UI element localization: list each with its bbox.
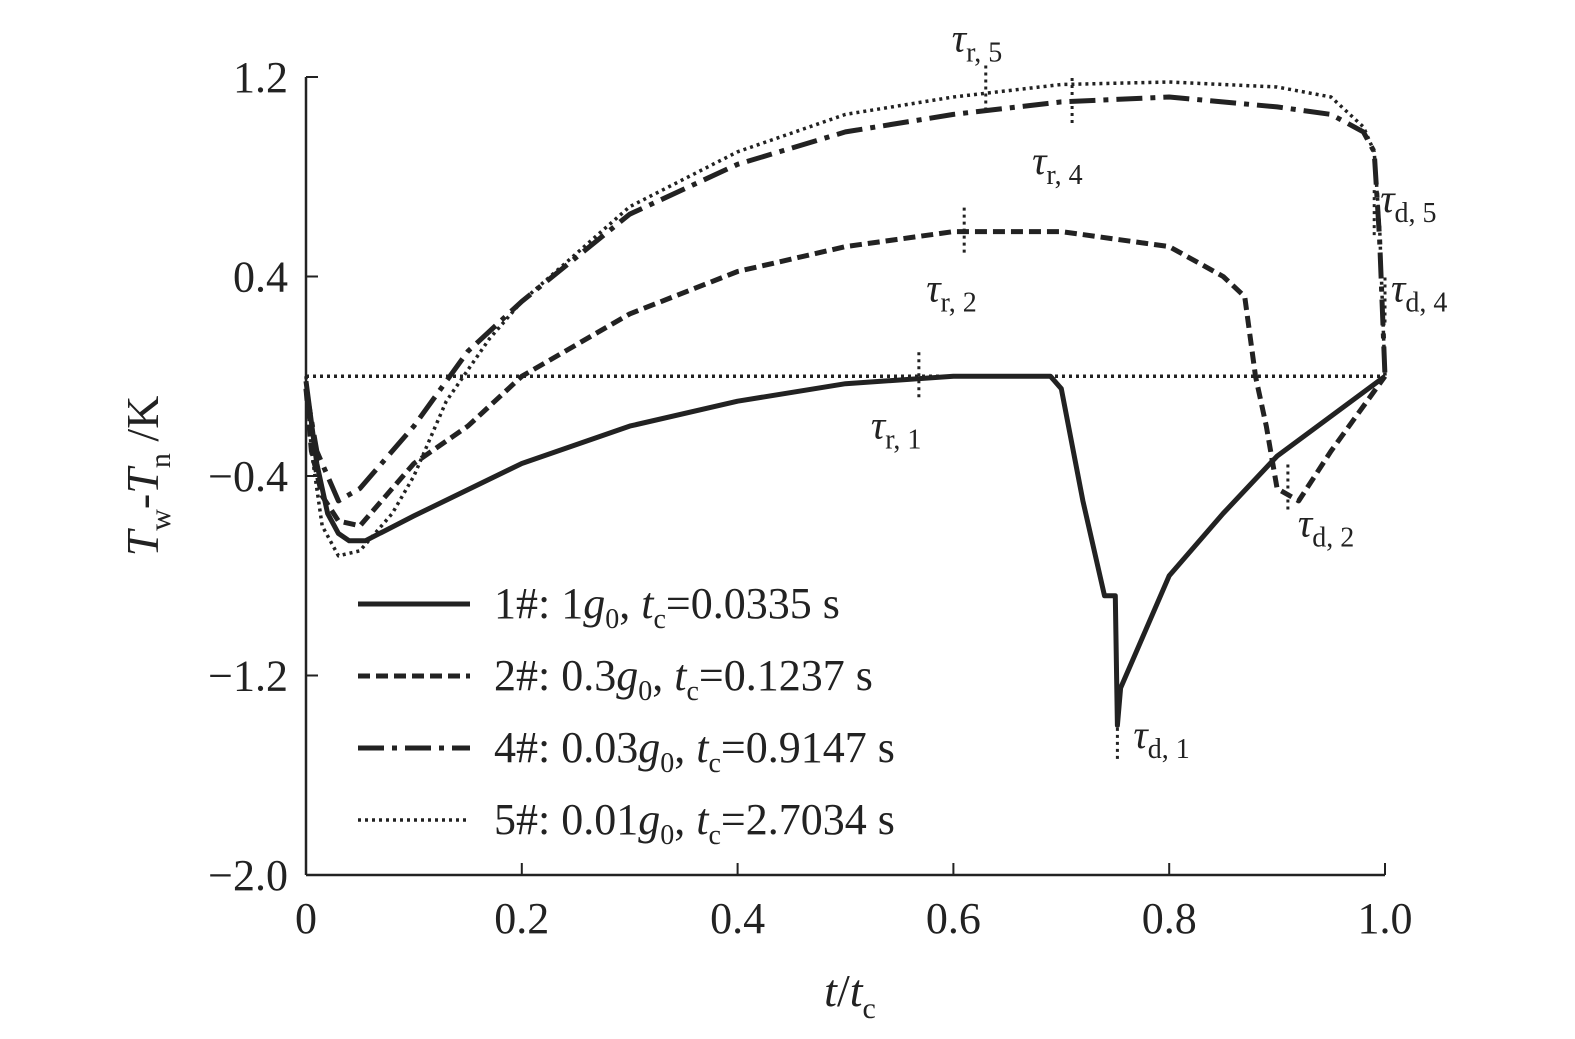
annotation-symbol: τ xyxy=(1032,138,1048,183)
series-line-2 xyxy=(303,229,1388,529)
x-axis-title: t/tc xyxy=(824,965,876,1025)
annotation-subscript: r, 4 xyxy=(1046,160,1082,191)
legend-tval: =2.7034 s xyxy=(721,795,895,844)
annotation-symbol: τ xyxy=(1391,265,1407,310)
legend-entry-2: 2#: 0.3g0, tc=0.1237 s xyxy=(494,651,873,707)
legend-id: 1#: xyxy=(494,579,561,628)
legend-tval: =0.0335 s xyxy=(666,579,840,628)
x-tick-label: 0.8 xyxy=(1142,894,1197,943)
x-tick-label: 1.0 xyxy=(1358,894,1413,943)
annotation-label: τd, 2 xyxy=(1298,500,1354,553)
legend-tval: =0.9147 s xyxy=(721,723,895,772)
series-line-4 xyxy=(304,80,1387,558)
annotation-symbol: τ xyxy=(926,266,942,311)
legend-coef: 0.3 xyxy=(561,651,616,700)
y-tick-label: −0.4 xyxy=(208,452,288,501)
annotation-label: τr, 5 xyxy=(952,15,1003,68)
annotation-subscript: d, 4 xyxy=(1405,287,1447,318)
axis-titles: t/tc Tw-Tn /K xyxy=(117,396,876,1025)
x-tick-label: 0.4 xyxy=(710,894,765,943)
legend-id: 4#: xyxy=(494,723,561,772)
annotation-label: τr, 4 xyxy=(1032,138,1083,191)
legend-coef: 1 xyxy=(561,579,583,628)
series-line-3 xyxy=(303,94,1388,504)
y-tick-label: 0.4 xyxy=(233,253,288,302)
legend-entry-1: 1#: 1g0, tc=0.0335 s xyxy=(494,579,840,635)
legend-coef: 0.01 xyxy=(561,795,638,844)
annotation-label: τd, 5 xyxy=(1380,176,1436,229)
legend-id: 5#: xyxy=(494,795,561,844)
annotation-subscript: d, 5 xyxy=(1395,198,1437,229)
legend-tval: =0.1237 s xyxy=(699,651,873,700)
legend-entry-3: 4#: 0.03g0, tc=0.9147 s xyxy=(494,723,895,779)
series-line-1 xyxy=(303,373,1387,728)
annotation-subscript: d, 1 xyxy=(1148,734,1190,765)
plot-area xyxy=(303,80,1388,728)
y-tick-label: −2.0 xyxy=(208,851,288,900)
legend-id: 2#: xyxy=(494,651,561,700)
y-tick-label: 1.2 xyxy=(233,53,288,102)
annotation-subscript: r, 1 xyxy=(885,424,921,455)
annotation-subscript: r, 2 xyxy=(941,288,977,319)
legend: 1#: 1g0, tc=0.0335 s 2#: 0.3g0, tc=0.1237… xyxy=(358,579,895,851)
x-tick-label: 0.2 xyxy=(494,894,549,943)
annotation-label: τd, 4 xyxy=(1391,265,1447,318)
annotation-label: τr, 1 xyxy=(871,402,922,455)
annotation-symbol: τ xyxy=(1298,500,1314,545)
legend-entry-4: 5#: 0.01g0, tc=2.7034 s xyxy=(494,795,895,851)
y-axis-title: Tw-Tn /K xyxy=(117,396,177,557)
x-tick-label: 0 xyxy=(295,894,317,943)
x-tick-label: 0.6 xyxy=(926,894,981,943)
annotation-subscript: r, 5 xyxy=(966,37,1002,68)
annotation-label: τr, 2 xyxy=(926,266,977,319)
annotation-symbol: τ xyxy=(871,402,887,447)
annotations: τr, 1τr, 2τr, 4τr, 5τd, 1τd, 2τd, 4τd, 5 xyxy=(871,15,1447,764)
legend-coef: 0.03 xyxy=(561,723,638,772)
annotation-symbol: τ xyxy=(1380,176,1396,221)
annotation-symbol: τ xyxy=(1133,712,1149,757)
annotation-label: τd, 1 xyxy=(1133,712,1189,765)
axes: 0 0.2 0.4 0.6 0.8 1.0 1.2 0.4 −0.4 −1.2 −2.0 xyxy=(208,53,1412,943)
y-tick-label: −1.2 xyxy=(208,652,288,701)
annotation-subscript: d, 2 xyxy=(1312,522,1354,553)
annotation-symbol: τ xyxy=(952,15,968,60)
